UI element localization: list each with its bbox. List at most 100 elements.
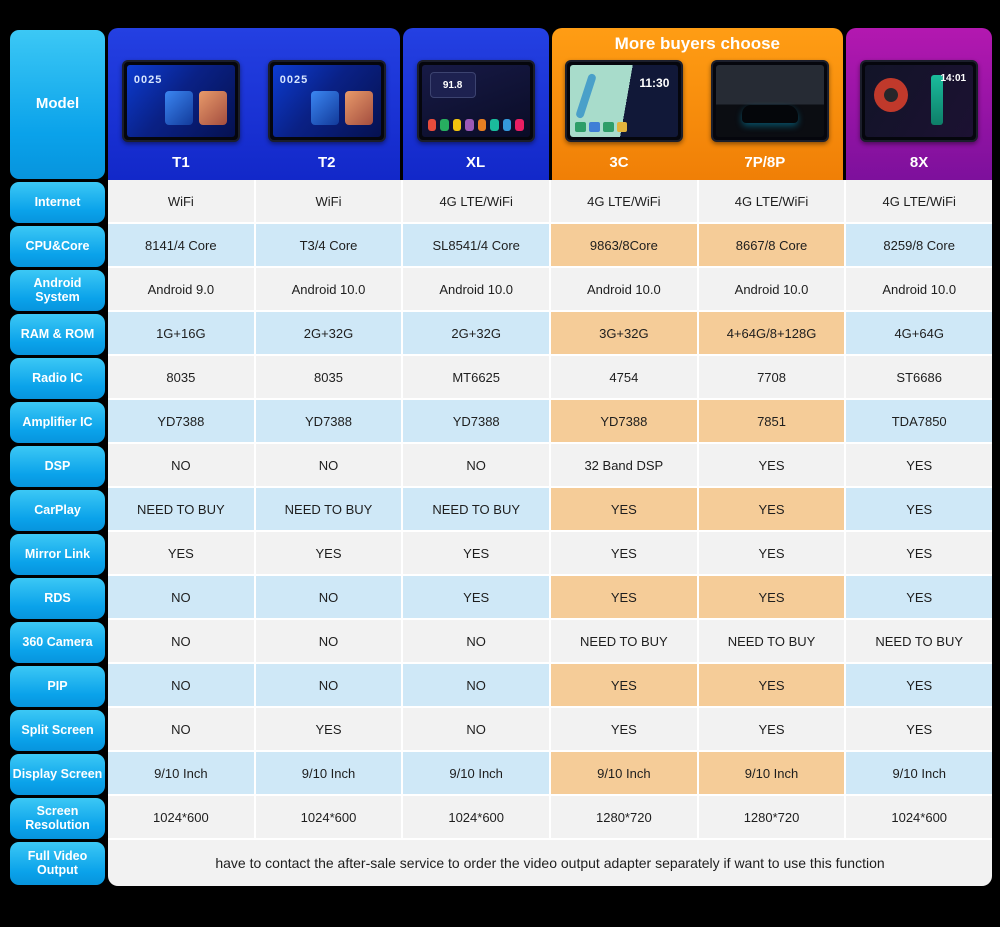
cell-3c-display-screen: 9/10 Inch (551, 752, 699, 796)
row-label-dsp: DSP (10, 445, 105, 487)
cell-8x-rds: YES (846, 576, 993, 620)
row-cells: YD7388 YD7388 YD7388 YD7388 7851 TDA7850 (108, 400, 993, 444)
row-cells: NO YES NO YES YES YES (108, 708, 993, 752)
cell-t1-mirror-link: YES (108, 532, 256, 576)
row-cells: 1G+16G 2G+32G 2G+32G 3G+32G 4+64G/8+128G 4G+6… (108, 312, 993, 356)
cell-7p-8p-360-camera: NEED TO BUY (698, 620, 847, 664)
header-group-xl: 91.8 XL (402, 28, 549, 180)
cell-3c-cpu-core: 9863/8Core (551, 224, 699, 268)
row-label-cpu-core: CPU&Core (10, 225, 105, 267)
cell-xl-radio-ic: MT6625 (403, 356, 552, 400)
app-icons-row (427, 119, 524, 131)
full-video-output-note: have to contact the after-sale service t… (108, 840, 992, 886)
table-row-amplifier-ic: Amplifier IC YD7388 YD7388 YD7388 YD7388 7851… (10, 400, 993, 444)
footer-row: Full Video Output have to contact the af… (10, 840, 992, 886)
device-screen-t2: 0025 (272, 65, 381, 137)
cell-7p-8p-cpu-core: 8667/8 Core (698, 224, 847, 268)
screen-clock-3c: 11:30 (639, 76, 670, 90)
cell-t1-internet: WiFi (108, 180, 256, 224)
model-name-3c: 3C (609, 154, 629, 171)
model-names: 8X (846, 148, 992, 180)
row-label-amplifier-ic: Amplifier IC (10, 401, 105, 443)
row-label-360-camera: 360 Camera (10, 621, 105, 663)
album-tile-icon (310, 91, 339, 125)
table-row-carplay: CarPlay NEED TO BUY NEED TO BUY NEED TO BUY… (10, 488, 993, 532)
table-row-pip: PIP NO NO NO YES YES YES (10, 664, 993, 708)
cell-xl-display-screen: 9/10 Inch (403, 752, 552, 796)
cell-3c-mirror-link: YES (551, 532, 699, 576)
cell-7p-8p-display-screen: 9/10 Inch (698, 752, 847, 796)
album-tile-icon (344, 91, 373, 125)
row-cells: NEED TO BUY NEED TO BUY NEED TO BUY YES YES Y… (108, 488, 993, 532)
device-images: 0025 0025 (108, 60, 400, 142)
cell-t2-dsp: NO (255, 444, 404, 488)
table-row-screen-resolution: Screen Resolution 1024*600 1024*600 1024*60… (10, 796, 993, 840)
cell-7p-8p-screen-resolution: 1280*720 (698, 796, 847, 840)
cell-7p-8p-rds: YES (698, 576, 847, 620)
cell-3c-carplay: YES (551, 488, 699, 532)
cell-8x-360-camera: NEED TO BUY (846, 620, 993, 664)
device-image-3c: 11:30 (565, 60, 684, 142)
cell-7p-8p-amplifier-ic: 7851 (698, 400, 847, 444)
table-row-display-screen: Display Screen 9/10 Inch 9/10 Inch 9/10 Inc… (10, 752, 993, 796)
row-label-carplay: CarPlay (10, 489, 105, 531)
table-row-360-camera: 360 Camera NO NO NO NEED TO BUY NEED TO BUY NE… (10, 620, 993, 664)
row-label-ram-rom: RAM & ROM (10, 313, 105, 355)
device-image-t2: 0025 (267, 60, 386, 142)
cell-7p-8p-dsp: YES (698, 444, 847, 488)
cell-7p-8p-carplay: YES (698, 488, 847, 532)
screen-clock-t1: 0025 (133, 74, 163, 86)
header-groups: 0025 0025 T1 T2 (108, 28, 992, 180)
cell-t2-screen-resolution: 1024*600 (255, 796, 404, 840)
cell-8x-screen-resolution: 1024*600 (846, 796, 993, 840)
cell-t2-rds: NO (255, 576, 404, 620)
app-icons-row (575, 122, 628, 132)
cell-t2-internet: WiFi (255, 180, 404, 224)
cell-xl-internet: 4G LTE/WiFi (403, 180, 552, 224)
cell-xl-dsp: NO (403, 444, 552, 488)
cell-8x-mirror-link: YES (846, 532, 993, 576)
cell-t1-cpu-core: 8141/4 Core (108, 224, 256, 268)
cell-xl-360-camera: NO (403, 620, 552, 664)
cell-7p-8p-internet: 4G LTE/WiFi (698, 180, 847, 224)
cell-3c-split-screen: YES (551, 708, 699, 752)
cell-t1-android-system: Android 9.0 (108, 268, 256, 312)
row-label-internet: Internet (10, 181, 105, 223)
cell-8x-pip: YES (846, 664, 993, 708)
cell-t2-360-camera: NO (255, 620, 404, 664)
table-row-split-screen: Split Screen NO YES NO YES YES YES (10, 708, 993, 752)
cell-t2-radio-ic: 8035 (255, 356, 404, 400)
model-name-7p8p: 7P/8P (744, 154, 786, 171)
model-name-xl: XL (466, 154, 486, 171)
row-label-display-screen: Display Screen (10, 753, 105, 795)
screen-clock-8x: 14:01 (940, 73, 967, 84)
model-name-8x: 8X (909, 154, 929, 171)
cell-8x-split-screen: YES (846, 708, 993, 752)
model-names: T1 T2 (108, 148, 400, 180)
cell-3c-radio-ic: 4754 (551, 356, 699, 400)
row-label-rds: RDS (10, 577, 105, 619)
cell-xl-ram-rom: 2G+32G (403, 312, 552, 356)
table-header: Model 0025 0025 (10, 28, 992, 180)
cell-t2-android-system: Android 10.0 (255, 268, 404, 312)
device-screen-3c: 11:30 (570, 65, 679, 137)
model-names: 3C 7P/8P (552, 148, 844, 180)
row-cells: 8141/4 Core T3/4 Core SL8541/4 Core 9863/8C… (108, 224, 993, 268)
cell-t2-amplifier-ic: YD7388 (255, 400, 404, 444)
device-image-t1: 0025 (121, 60, 240, 142)
cell-3c-amplifier-ic: YD7388 (551, 400, 699, 444)
cell-8x-ram-rom: 4G+64G (846, 312, 993, 356)
cell-8x-carplay: YES (846, 488, 993, 532)
cell-7p-8p-ram-rom: 4+64G/8+128G (698, 312, 847, 356)
row-cells: NO NO NO NEED TO BUY NEED TO BUY NEED TO BUY (108, 620, 993, 664)
cell-xl-amplifier-ic: YD7388 (403, 400, 552, 444)
cell-t1-carplay: NEED TO BUY (108, 488, 256, 532)
cell-3c-android-system: Android 10.0 (551, 268, 699, 312)
cell-t2-display-screen: 9/10 Inch (255, 752, 404, 796)
row-cells: WiFi WiFi 4G LTE/WiFi 4G LTE/WiFi 4G LTE/WiF… (108, 180, 993, 224)
cell-7p-8p-radio-ic: 7708 (698, 356, 847, 400)
table-row-ram-rom: RAM & ROM 1G+16G 2G+32G 2G+32G 3G+32G 4+64G/8… (10, 312, 993, 356)
cell-xl-screen-resolution: 1024*600 (403, 796, 552, 840)
cell-xl-pip: NO (403, 664, 552, 708)
